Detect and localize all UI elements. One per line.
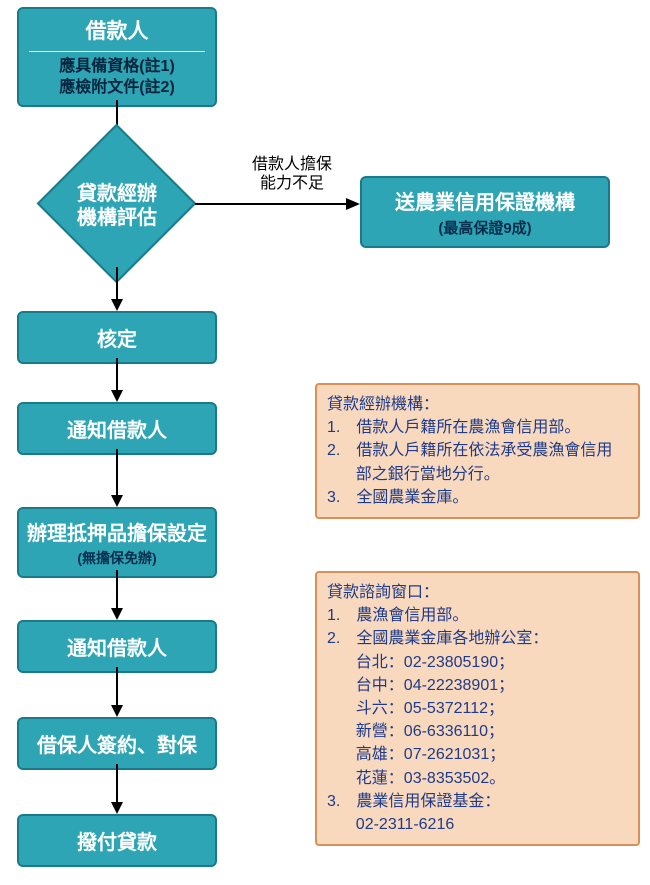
node-decision: 貸款經辦 機構評估 <box>37 144 197 264</box>
node-borrower-sub: 應具備資格(註1) 應檢附文件(註2) <box>59 54 175 99</box>
arrow-down-icon <box>109 667 125 717</box>
arrow-down-icon <box>109 358 125 402</box>
list-item: 2. 借款人戶籍所在依法承受農漁會信用部之銀行當地分行。 <box>327 439 628 485</box>
list-item: 1. 農漁會信用部。 <box>327 604 628 627</box>
node-borrower-title: 借款人 <box>19 15 215 49</box>
node-borrower: 借款人 應具備資格(註1) 應檢附文件(註2) <box>17 7 217 107</box>
node-sign: 借保人簽約、對保 <box>17 717 217 770</box>
node-disburse: 撥付貸款 <box>17 814 217 867</box>
list-item: 2. 全國農業金庫各地辦公室： 台北：02-23805190； 台中：04-22… <box>327 627 628 789</box>
info-box-institutions: 貸款經辦機構： 1. 借款人戶籍所在農漁會信用部。 2. 借款人戶籍所在依法承受… <box>315 383 640 519</box>
arrow-down-icon <box>109 449 125 507</box>
node-guarantee: 送農業信用保證機構 (最高保證9成) <box>360 176 610 248</box>
node-notify1: 通知借款人 <box>17 402 217 455</box>
info-title: 貸款諮詢窗口： <box>327 581 628 604</box>
flowchart-container: 借款人 應具備資格(註1) 應檢附文件(註2) 貸款經辦 機構評估 借款人擔保 … <box>0 0 650 885</box>
info-list: 1. 借款人戶籍所在農漁會信用部。 2. 借款人戶籍所在依法承受農漁會信用部之銀… <box>327 416 628 509</box>
list-item: 1. 借款人戶籍所在農漁會信用部。 <box>327 416 628 439</box>
list-item: 3. 農業信用保證基金： 02-2311-6216 <box>327 790 628 836</box>
info-box-contacts: 貸款諮詢窗口： 1. 農漁會信用部。 2. 全國農業金庫各地辦公室： 台北：02… <box>315 571 640 846</box>
info-title: 貸款經辦機構： <box>327 393 628 416</box>
arrow-right-icon <box>195 196 360 212</box>
node-collateral: 辦理抵押品擔保設定 (無擔保免辦) <box>17 507 217 578</box>
arrow-down-icon <box>109 267 125 311</box>
arrow-down-icon <box>109 570 125 620</box>
edge-label-insufficient: 借款人擔保 能力不足 <box>242 155 342 193</box>
node-decision-text: 貸款經辦 機構評估 <box>37 182 197 230</box>
info-list: 1. 農漁會信用部。 2. 全國農業金庫各地辦公室： 台北：02-2380519… <box>327 604 628 836</box>
node-notify2: 通知借款人 <box>17 620 217 673</box>
arrow-down-icon <box>109 764 125 814</box>
list-item: 3. 全國農業金庫。 <box>327 486 628 509</box>
divider <box>29 51 205 52</box>
node-approve: 核定 <box>17 311 217 364</box>
